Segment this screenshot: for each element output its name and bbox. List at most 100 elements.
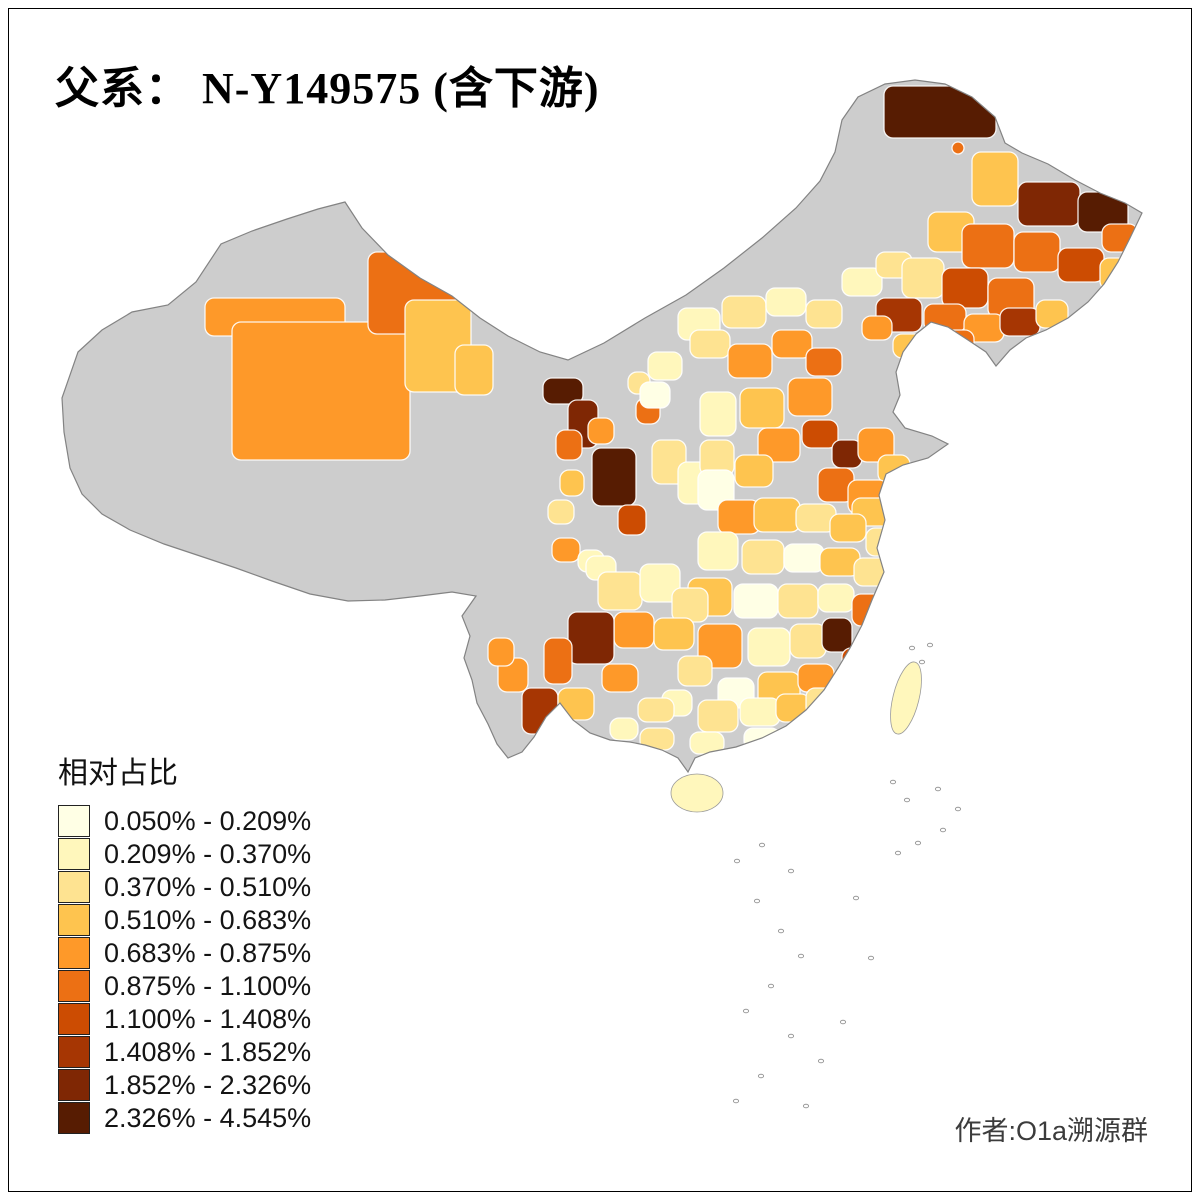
prefecture-region <box>829 513 867 543</box>
legend-swatch <box>58 904 90 936</box>
prefecture-region <box>901 257 945 299</box>
islet-mark <box>954 806 962 812</box>
prefecture-region <box>739 697 781 727</box>
hainan-island <box>670 773 724 813</box>
prefecture-region <box>1013 231 1061 273</box>
islet-mark <box>867 955 875 961</box>
legend-row: 1.852% - 2.326% <box>58 1069 388 1101</box>
prefecture-region <box>883 589 911 619</box>
islet-mark <box>918 659 926 665</box>
prefecture-region <box>805 299 843 329</box>
legend-swatch <box>58 1069 90 1101</box>
prefecture-region <box>639 727 675 751</box>
legend-row: 0.683% - 0.875% <box>58 937 388 969</box>
islet-mark <box>914 840 922 846</box>
sea-islets <box>732 642 962 1109</box>
prefecture-region <box>777 583 819 619</box>
prefecture-region <box>789 623 827 659</box>
prefecture-region <box>617 504 647 536</box>
prefecture-region <box>941 267 989 309</box>
taiwan-island <box>890 661 922 735</box>
prefecture-region <box>653 617 695 651</box>
islet-mark <box>939 827 947 833</box>
prefecture-region <box>727 343 773 379</box>
islet-mark <box>802 1103 810 1109</box>
prefecture-region <box>771 329 813 359</box>
prefecture-region <box>231 321 411 461</box>
islet-mark <box>732 1098 740 1104</box>
prefecture-region <box>567 611 615 665</box>
islet-mark <box>787 868 795 874</box>
islet-mark <box>733 858 741 864</box>
prefecture-region <box>671 587 709 623</box>
legend-swatch <box>58 838 90 870</box>
prefecture-region <box>697 623 743 669</box>
legend-title: 相对占比 <box>58 757 178 790</box>
prefecture-region <box>733 583 779 619</box>
legend-row: 1.408% - 1.852% <box>58 1036 388 1068</box>
legend-row: 2.326% - 4.545% <box>58 1102 388 1134</box>
prefecture-region <box>817 583 855 613</box>
prefecture-region <box>597 571 643 611</box>
legend-swatch <box>58 1102 90 1134</box>
islet-mark <box>839 1019 847 1025</box>
prefecture-region <box>805 687 837 717</box>
prefecture-region <box>805 347 843 377</box>
legend-label: 0.683% - 0.875% <box>104 937 312 968</box>
prefecture-region <box>747 627 791 667</box>
prefecture-region <box>739 387 785 429</box>
prefecture-region <box>647 351 683 381</box>
prefecture-region <box>861 315 893 341</box>
legend-label: 0.050% - 0.209% <box>104 805 312 836</box>
prefecture-region <box>1035 299 1069 329</box>
islet-mark <box>758 842 766 848</box>
prefecture-region <box>821 617 853 653</box>
islet-mark <box>767 983 775 989</box>
prefecture-region <box>613 611 655 649</box>
islet-mark <box>787 1033 795 1039</box>
prefecture-region <box>1057 247 1105 283</box>
legend-swatch <box>58 805 90 837</box>
prefecture-region <box>637 697 675 723</box>
prefecture-region <box>559 469 585 497</box>
islet-mark <box>817 1058 825 1064</box>
legend-swatch <box>58 1003 90 1035</box>
islet-mark <box>889 779 897 785</box>
islet-mark <box>753 898 761 904</box>
prefecture-region <box>865 527 909 557</box>
prefecture-region <box>542 377 584 405</box>
prefecture-region <box>677 655 713 687</box>
legend-label: 0.209% - 0.370% <box>104 838 312 869</box>
prefecture-region <box>857 427 895 463</box>
prefecture-region <box>609 717 639 741</box>
prefecture-region <box>454 344 494 396</box>
prefecture-region <box>757 427 801 463</box>
prefecture-region <box>639 381 671 409</box>
legend-swatch <box>58 1036 90 1068</box>
legend-row: 0.875% - 1.100% <box>58 970 388 1002</box>
prefecture-region <box>899 527 931 551</box>
legend-label: 2.326% - 4.545% <box>104 1102 312 1133</box>
prefecture-region <box>557 687 595 721</box>
figure-title: 父系： N-Y149575 (含下游) <box>55 64 600 113</box>
prefecture-region <box>587 417 615 445</box>
legend-swatch <box>58 970 90 1002</box>
islet-mark <box>797 953 805 959</box>
legend: 相对占比 0.050% - 0.209% 0.209% - 0.370% 0.370… <box>58 748 388 1136</box>
islet-mark <box>926 642 934 648</box>
prefecture-region <box>689 329 731 359</box>
islet-mark <box>908 645 916 651</box>
prefecture-region <box>765 287 807 317</box>
legend-row: 1.100% - 1.408% <box>58 1003 388 1035</box>
prefecture-region <box>851 593 889 627</box>
prefecture-region <box>699 391 737 437</box>
prefecture-region <box>801 419 839 449</box>
prefecture-region <box>883 483 919 513</box>
legend-row: 0.510% - 0.683% <box>58 904 388 936</box>
legend-rows: 0.050% - 0.209% 0.209% - 0.370% 0.370% - 0… <box>58 805 388 1134</box>
islet-mark <box>777 928 785 934</box>
islet-mark <box>757 1073 765 1079</box>
legend-row: 0.370% - 0.510% <box>58 871 388 903</box>
prefecture-region <box>923 303 967 333</box>
